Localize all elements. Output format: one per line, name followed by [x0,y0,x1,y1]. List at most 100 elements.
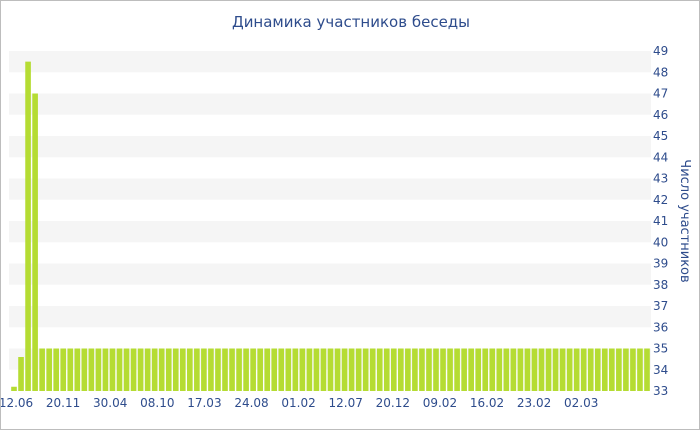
bar [215,348,221,391]
y-tick-label: 47 [653,87,668,101]
bar [299,348,306,391]
bar [587,348,594,391]
bar [545,348,552,391]
bar [109,348,116,391]
y-tick-label: 33 [653,384,668,398]
bar [573,348,580,391]
y-tick-label: 43 [653,172,668,186]
bar [447,348,453,391]
y-tick-label: 48 [653,65,668,79]
bar [285,348,292,391]
bar [362,348,369,391]
bar [383,348,390,391]
bar [25,61,31,391]
bar [306,348,313,391]
bar [313,348,320,391]
bar [201,348,207,391]
bar [623,348,629,391]
bar [531,348,538,391]
bar [489,348,496,391]
bar [517,348,524,391]
bar [630,348,636,391]
bar [538,348,545,391]
bar [454,348,460,391]
grid-band [9,51,651,73]
bar [580,348,587,391]
bar [503,348,510,391]
y-tick-label: 38 [653,278,668,292]
x-tick-label: 16.02 [470,396,504,410]
y-tick-label: 44 [653,150,668,164]
bar [468,348,474,391]
bar [594,348,601,391]
x-axis-ticks: 12.06 20.11 30.04 08.10 17.03 24.08 01.02 12.07… [1,396,598,410]
bar [144,348,151,391]
bar [236,348,242,391]
bar [419,348,425,391]
bar [229,348,235,391]
bar [243,348,249,391]
bar [376,348,383,391]
bar [81,348,88,391]
y-tick-label: 45 [653,129,668,143]
bar [475,348,482,391]
grid-band [9,136,651,158]
bar [53,348,60,391]
x-tick-label: 17.03 [187,396,221,410]
bar [123,348,130,391]
bar [616,348,622,391]
bar [510,348,517,391]
y-tick-label: 40 [653,235,668,249]
bar [637,348,643,391]
bar [172,348,179,391]
bar [74,348,81,391]
bar [292,348,299,391]
bar [102,348,109,391]
y-tick-label: 49 [653,44,668,58]
bar [158,348,165,391]
grid-band [9,178,651,200]
y-tick-label: 36 [653,320,668,334]
bar [32,93,38,391]
y-tick-label: 37 [653,299,668,313]
y-axis-ticks: 33 34 35 36 37 38 39 40 41 42 43 44 45 46 47 48 49 [653,44,668,398]
y-tick-label: 46 [653,108,668,122]
bar [88,348,95,391]
bar [151,348,158,391]
bar [60,348,67,391]
grid-band [9,93,651,115]
bar [644,348,650,391]
y-tick-label: 35 [653,342,668,356]
bar [405,348,411,391]
y-tick-label: 41 [653,214,668,228]
bar [67,348,74,391]
bar [257,348,263,391]
bar [601,348,608,391]
bar [559,348,566,391]
grid-band [9,306,651,328]
bar [95,348,102,391]
bar [609,348,615,391]
bar [278,348,285,391]
bar [271,348,278,391]
y-tick-label: 39 [653,257,668,271]
x-tick-label: 24.08 [234,396,268,410]
bar [194,348,200,391]
bar [327,348,334,391]
x-tick-label: 09.02 [423,396,457,410]
grid-band [9,221,651,243]
x-tick-label: 02.03 [564,396,598,410]
bar [250,348,256,391]
bar [320,348,327,391]
x-tick-label: 01.02 [281,396,315,410]
bar [390,348,397,391]
bar [46,348,52,391]
bar [369,348,376,391]
bar [440,348,446,391]
bar [334,348,341,391]
bar [264,348,271,391]
grid-band [9,263,651,285]
bar [39,348,45,391]
